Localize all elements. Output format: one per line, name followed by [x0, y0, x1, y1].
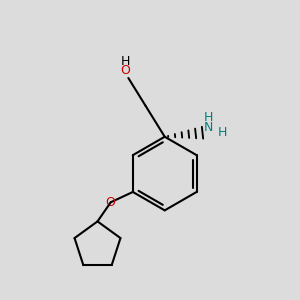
Text: O: O — [121, 64, 130, 76]
Text: N: N — [204, 121, 213, 134]
Text: H: H — [121, 55, 130, 68]
Text: H: H — [204, 111, 213, 124]
Text: O: O — [105, 196, 115, 209]
Text: H: H — [218, 126, 227, 139]
